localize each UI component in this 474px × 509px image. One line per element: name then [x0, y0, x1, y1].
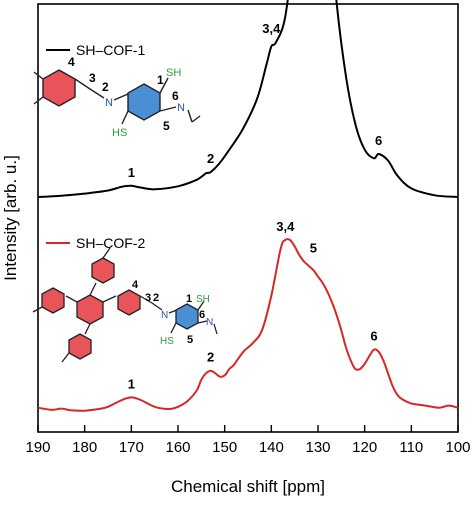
- cof2-bond: [84, 323, 91, 335]
- legend-cof2-label: SH–COF-2: [76, 235, 145, 251]
- peak-label: 6: [370, 329, 377, 344]
- legend-cof2: SH–COF-2: [46, 235, 145, 251]
- cof1-bond: [89, 88, 105, 99]
- legend-cof1-label: SH–COF-1: [76, 42, 145, 58]
- cof1-bond: [159, 77, 169, 94]
- cof2-n-left: N: [161, 310, 168, 321]
- x-tick-label: 160: [165, 439, 190, 456]
- cof1-label-4: 4: [68, 55, 75, 69]
- cof2-n-right: N: [206, 317, 213, 328]
- cof2-top-ring: [91, 257, 115, 284]
- cof2-bond: [102, 295, 117, 303]
- x-tick-label: 120: [352, 439, 377, 456]
- cof2-label-3: 3: [145, 292, 151, 304]
- cof1-bond: [121, 110, 129, 125]
- cof2-bond: [65, 295, 78, 303]
- cof2-bond: [89, 282, 97, 296]
- cof1-label-1: 1: [157, 73, 164, 87]
- cof1-bond: [74, 78, 91, 90]
- cof1-blue-ring: [127, 83, 161, 121]
- cof1-label-5: 5: [163, 119, 170, 133]
- peak-label: 1: [128, 376, 135, 391]
- cof2-sh-top: SH: [196, 294, 210, 305]
- peak-label: 5: [310, 241, 317, 256]
- cof1-sh-top: SH: [166, 67, 181, 79]
- peak-label: 3,4: [276, 219, 295, 234]
- cof2-bond: [170, 322, 177, 334]
- x-tick-label: 100: [445, 439, 470, 456]
- cof1-label-6: 6: [172, 89, 179, 103]
- peak-label: 3,4: [262, 21, 281, 36]
- cof2-label-2: 2: [153, 292, 159, 304]
- cof2-bond: [197, 300, 205, 311]
- legend-cof1: SH–COF-1: [46, 42, 145, 58]
- plot-frame: [37, 3, 459, 433]
- peak-label: 2: [207, 350, 214, 365]
- series-line-2: [37, 238, 459, 412]
- cof2-bond: [197, 320, 208, 324]
- peak-labels-layer: 123,456123,456: [128, 21, 383, 391]
- cof1-label-3: 3: [89, 71, 96, 85]
- cof2-bond: [32, 306, 43, 313]
- cof1-bond: [113, 93, 129, 101]
- peak-label: 6: [375, 133, 382, 148]
- cof2-bond: [213, 323, 218, 335]
- x-tick-label: 180: [72, 439, 97, 456]
- series-line-1: [37, 0, 459, 198]
- cof2-left-ring: [41, 287, 65, 314]
- cof2-right-ring: [117, 289, 141, 316]
- cof1-n-left: N: [105, 97, 113, 109]
- cof2-label-1: 1: [186, 293, 192, 305]
- peak-label: 1: [128, 165, 135, 180]
- cof2-bottom-ring: [68, 333, 92, 360]
- structure-cof2: N SH HS N 4 3 2 1 6 5: [32, 247, 218, 363]
- x-tick-label: 170: [119, 439, 144, 456]
- cof2-label-6: 6: [199, 309, 205, 321]
- cof2-bond: [151, 302, 163, 311]
- x-tick-label: 110: [399, 439, 423, 456]
- x-tick-label: 140: [259, 439, 284, 456]
- cof1-label-2: 2: [102, 80, 109, 94]
- x-tick-label: 190: [25, 439, 50, 456]
- x-axis-ticks: 190 180 170 160 150 140 130 120 110 100: [25, 425, 471, 456]
- cof1-bond: [187, 109, 193, 123]
- series-layer: [37, 0, 459, 412]
- structure-cof1: N SH HS N 4 3 2 1 6 5: [33, 55, 201, 139]
- y-axis-label: Intensity [arb. u.]: [1, 155, 20, 281]
- cof2-bond: [61, 352, 70, 363]
- cof2-sh-bottom: HS: [160, 336, 174, 347]
- cof1-n-right: N: [177, 102, 185, 114]
- cof2-label-4: 4: [132, 279, 139, 291]
- cof2-blue-ring: [175, 303, 199, 330]
- cof1-bond: [33, 96, 44, 105]
- cof1-bond: [159, 106, 177, 112]
- x-axis-label: Chemical shift [ppm]: [171, 477, 325, 496]
- cof2-bond: [139, 295, 153, 304]
- cof2-bond: [102, 247, 111, 259]
- cof1-sh-bottom: HS: [112, 127, 127, 139]
- x-tick-label: 130: [305, 439, 330, 456]
- cof2-center-ring: [76, 294, 104, 325]
- cof2-label-5: 5: [187, 334, 193, 346]
- x-tick-label: 150: [212, 439, 237, 456]
- cof1-red-ring: [42, 69, 76, 107]
- peak-label: 2: [207, 151, 214, 166]
- cof1-bond: [191, 115, 201, 123]
- cof1-bond: [33, 71, 44, 80]
